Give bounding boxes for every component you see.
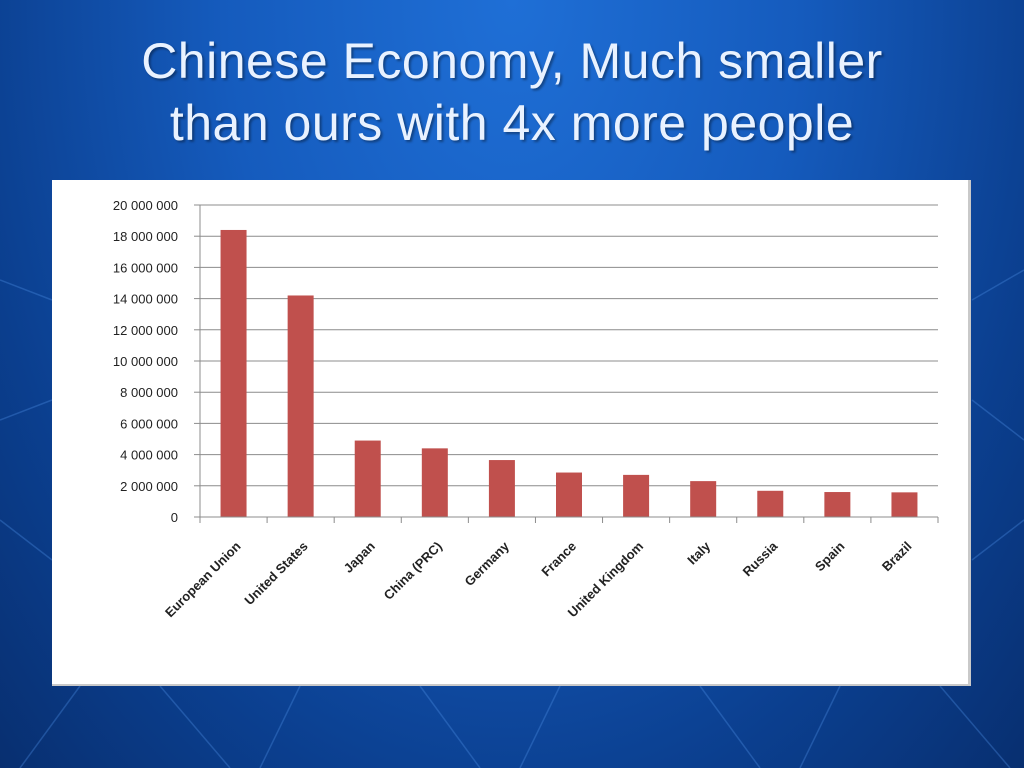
bar (556, 472, 582, 517)
bar (488, 460, 515, 517)
y-tick-label: 8 000 000 (120, 385, 178, 400)
x-tick-label: China (PRC) (381, 539, 445, 603)
y-tick-label: 12 000 000 (113, 323, 178, 338)
x-tick-label: United States (241, 539, 310, 608)
x-axis (194, 204, 939, 523)
x-tick-label: Japan (341, 538, 378, 575)
y-tick-label: 6 000 000 (120, 416, 178, 431)
bar (421, 448, 448, 517)
y-tick-label: 18 000 000 (113, 229, 178, 244)
bar (623, 474, 650, 517)
slide-title-line-1: Chinese Economy, Much smaller (141, 33, 883, 89)
slide-title-line-2: than ours with 4x more people (169, 95, 855, 151)
gridlines (200, 204, 938, 487)
slide-title: Chinese Economy, Much smaller than ours … (0, 30, 1024, 154)
bar-chart: 0 2 000 000 4 000 000 6 000 000 8 000 000 10 … (113, 198, 939, 620)
bar (824, 492, 851, 517)
bar (690, 481, 717, 517)
x-tick-label: Brazil (879, 539, 915, 575)
bar (354, 440, 381, 517)
y-tick-label: 16 000 000 (113, 260, 178, 275)
bars (220, 229, 918, 517)
bar (220, 229, 247, 517)
y-tick-label: 0 (171, 510, 178, 525)
x-tick-label: France (538, 539, 579, 580)
chart-panel: 0 2 000 000 4 000 000 6 000 000 8 000 000 10 … (52, 180, 971, 686)
y-tick-label: 10 000 000 (113, 354, 178, 369)
x-tick-label: Italy (684, 538, 714, 568)
y-tick-label: 4 000 000 (120, 448, 178, 463)
y-axis-tick-labels: 0 2 000 000 4 000 000 6 000 000 8 000 000 10 … (113, 198, 178, 525)
x-tick-label: European Union (162, 538, 244, 620)
x-tick-label: Russia (740, 538, 781, 579)
y-tick-label: 14 000 000 (113, 292, 178, 307)
y-tick-label: 20 000 000 (113, 198, 178, 213)
bar (757, 490, 784, 517)
x-tick-label: Spain (812, 538, 848, 574)
bar (891, 492, 918, 517)
x-tick-label: Germany (462, 538, 513, 589)
bar (287, 295, 314, 517)
y-tick-label: 2 000 000 (120, 479, 178, 494)
